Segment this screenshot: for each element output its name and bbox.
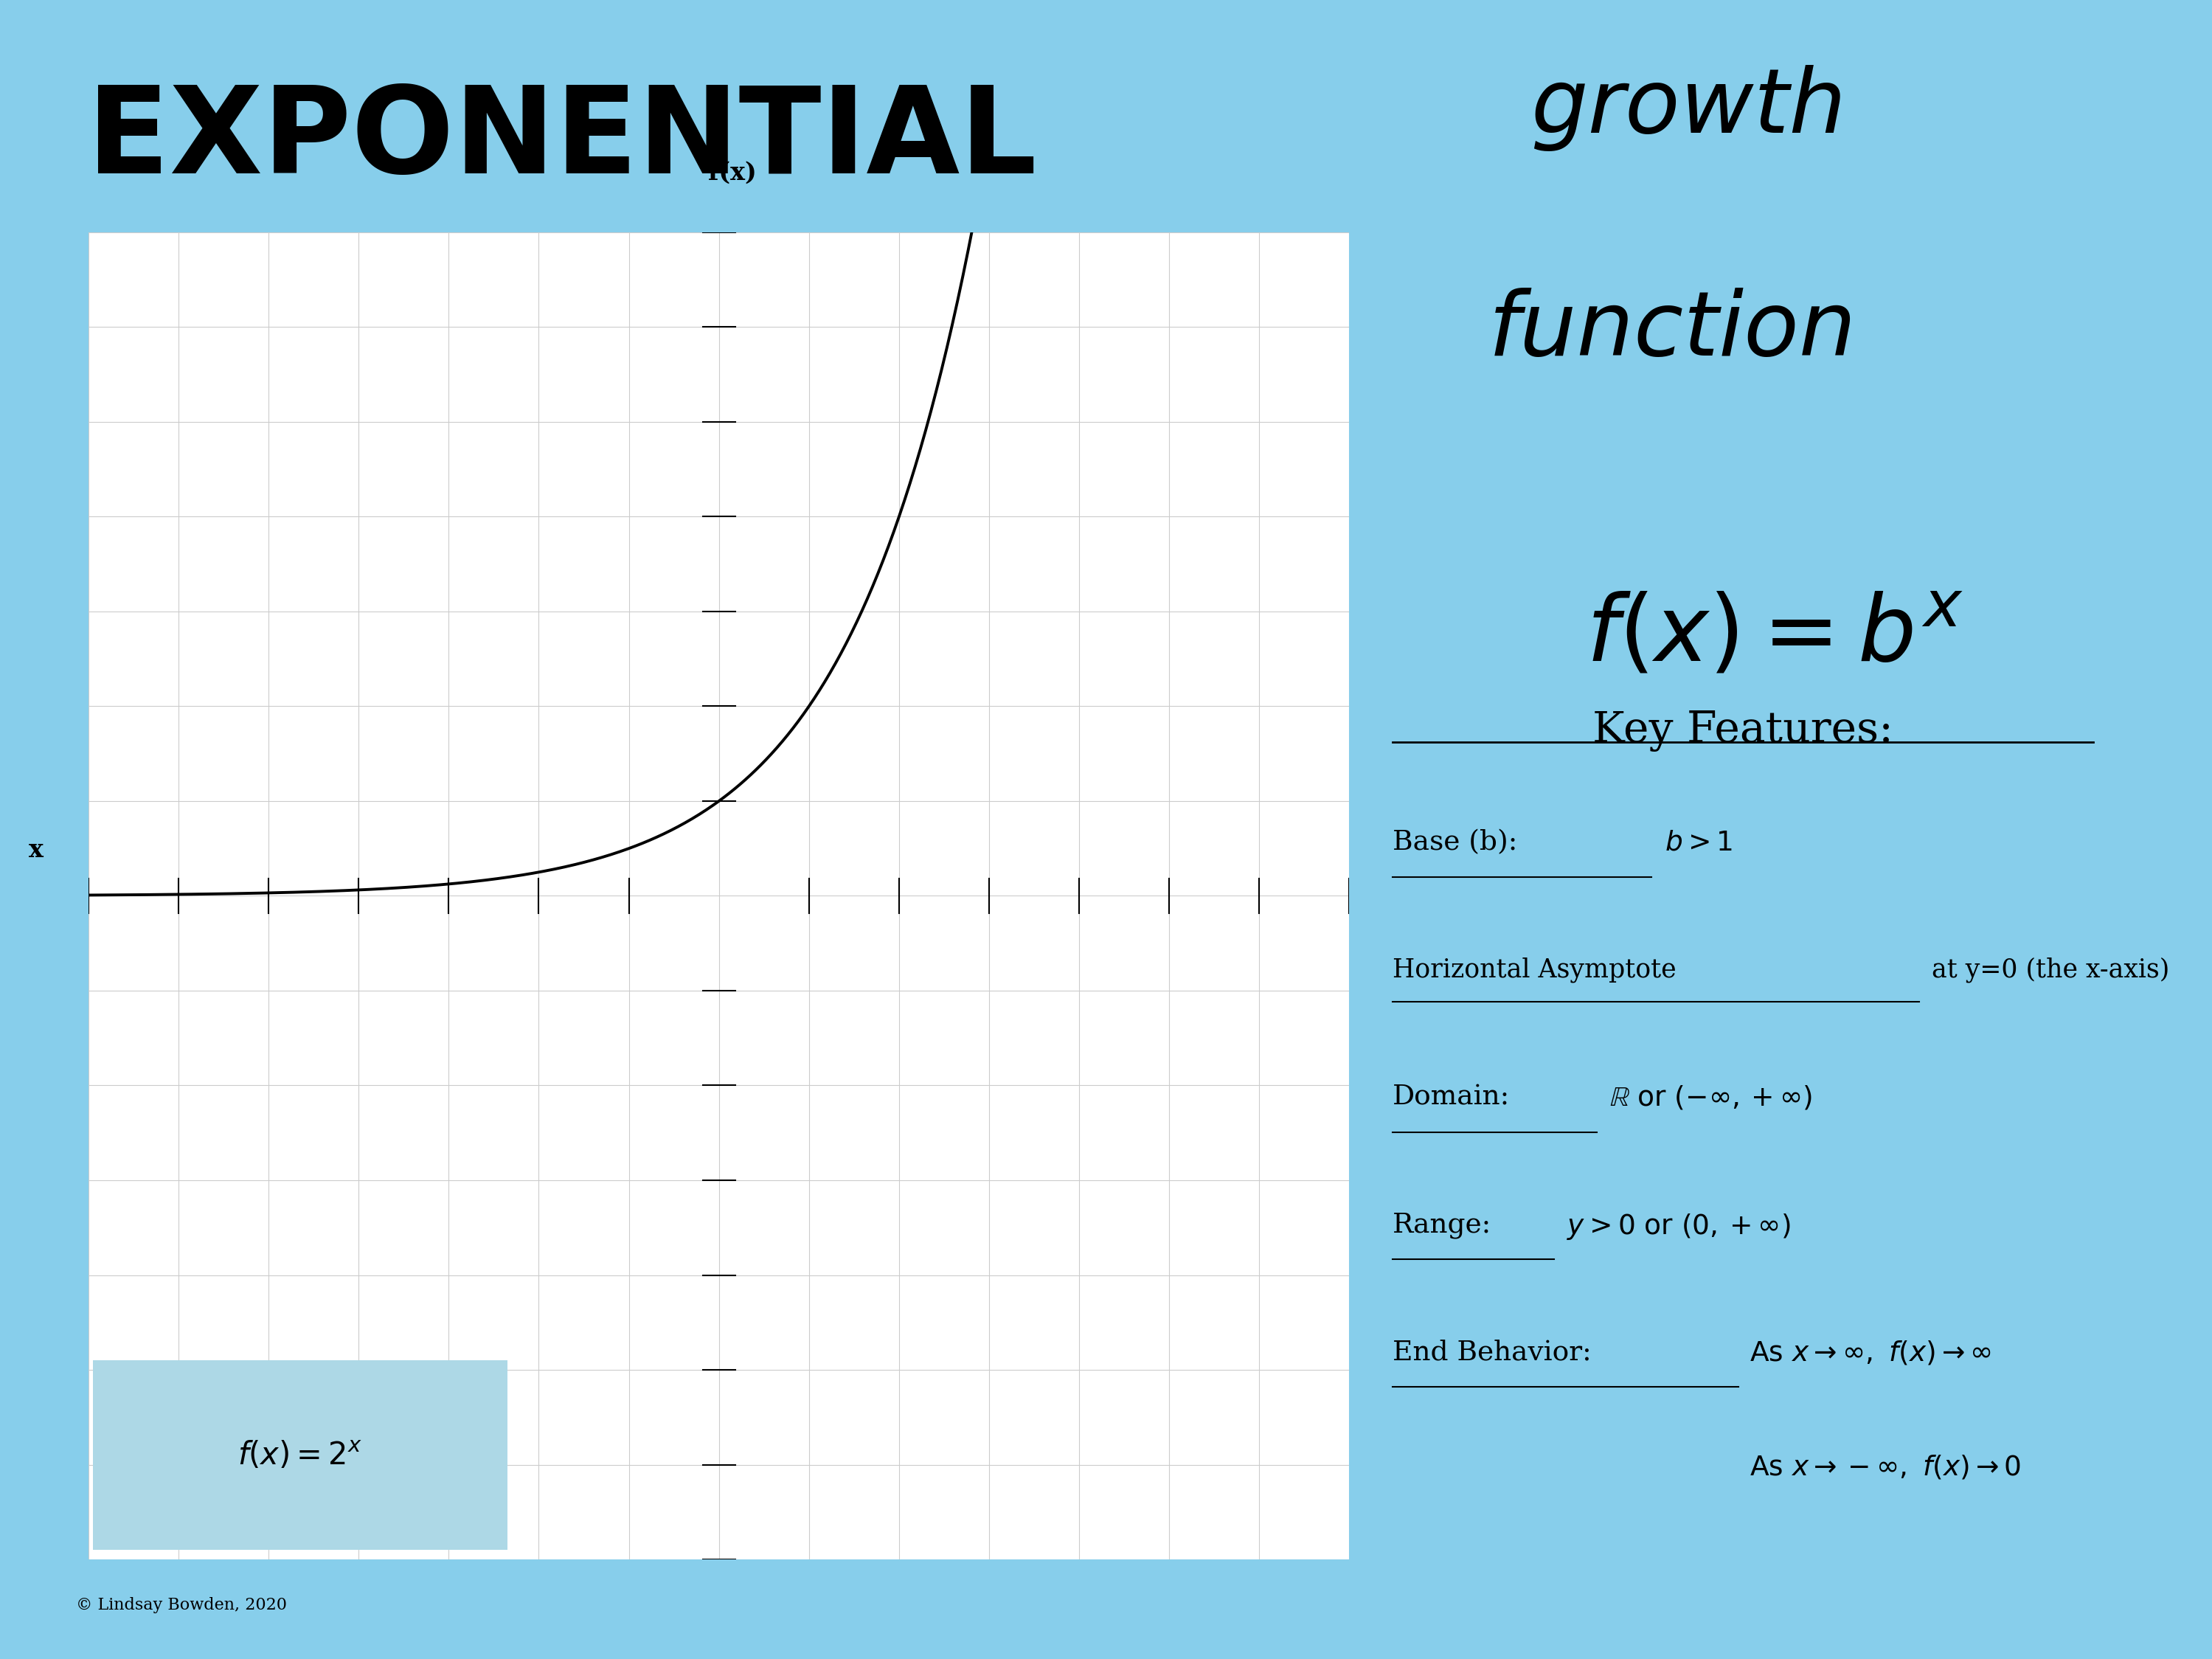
Text: $f(x) = b^x$: $f(x) = b^x$	[1586, 591, 1964, 680]
Text: $\mathrm{As}\ x \to \infty,\ f(x) \to \infty$: $\mathrm{As}\ x \to \infty,\ f(x) \to \i…	[1750, 1339, 1991, 1367]
Text: Domain:: Domain:	[1394, 1085, 1511, 1112]
Text: $\mathbb{R}$ or $(-\infty, +\infty)$: $\mathbb{R}$ or $(-\infty, +\infty)$	[1610, 1085, 1812, 1112]
Text: Horizontal Asymptote: Horizontal Asymptote	[1394, 957, 1677, 982]
Text: function: function	[1489, 289, 1856, 375]
Text: Range:: Range:	[1394, 1211, 1491, 1238]
Text: f(x): f(x)	[708, 161, 757, 184]
Text: Base (b):: Base (b):	[1394, 830, 1517, 856]
Text: © Lindsay Bowden, 2020: © Lindsay Bowden, 2020	[75, 1598, 288, 1613]
Text: $y > 0$ or $(0, +\infty)$: $y > 0$ or $(0, +\infty)$	[1566, 1211, 1792, 1241]
Text: $f(x) = 2^x$: $f(x) = 2^x$	[237, 1440, 363, 1470]
Text: EXPONENTIAL: EXPONENTIAL	[86, 81, 1037, 197]
Text: x: x	[29, 838, 44, 863]
Text: $\mathrm{As}\ x \to -\infty,\ f(x) \to 0$: $\mathrm{As}\ x \to -\infty,\ f(x) \to 0…	[1750, 1453, 2022, 1481]
Text: at y=0 (the x-axis): at y=0 (the x-axis)	[1924, 957, 2170, 982]
Text: $b > 1$: $b > 1$	[1663, 830, 1732, 856]
Bar	[93, 1360, 507, 1550]
Text: End Behavior:: End Behavior:	[1394, 1339, 1593, 1365]
Text: growth: growth	[1531, 65, 1847, 151]
Text: Key Features:: Key Features:	[1593, 710, 1893, 752]
